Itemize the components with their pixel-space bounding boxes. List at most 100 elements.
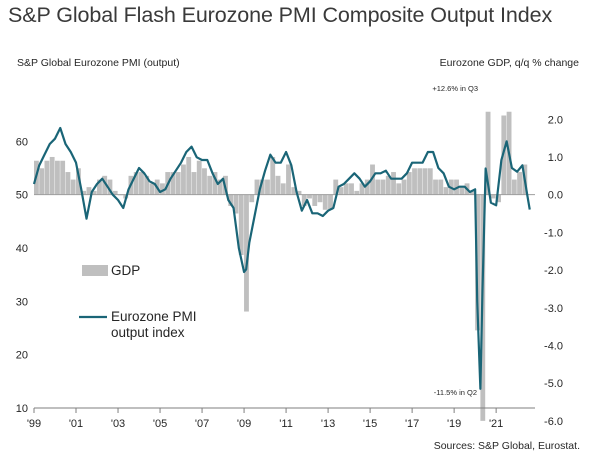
gdp-bar	[349, 183, 354, 195]
x-tick-label: '11	[279, 418, 293, 430]
gdp-bar	[359, 183, 365, 195]
gdp-bar	[181, 164, 186, 195]
gdp-bar	[139, 172, 144, 195]
gdp-bar	[39, 168, 45, 195]
gdp-bar	[49, 156, 55, 195]
right-tick-label: 2.0	[548, 114, 563, 126]
annotation-q3: +12.6% in Q3	[432, 84, 478, 93]
gdp-bar	[207, 175, 213, 195]
gdp-bar	[396, 183, 402, 195]
gdp-bar	[333, 179, 339, 195]
legend-pmi-label: Eurozone PMI	[111, 309, 197, 324]
gdp-bar	[249, 194, 255, 203]
gdp-bar	[107, 179, 113, 195]
gdp-bar	[391, 172, 396, 195]
gdp-bar	[175, 172, 181, 195]
gdp-bar	[86, 187, 92, 195]
gdp-bar	[511, 179, 517, 195]
x-tick-label: '19	[447, 418, 461, 430]
gdp-bar	[170, 172, 176, 195]
gdp-bar	[296, 190, 302, 195]
gdp-bar	[459, 187, 465, 195]
gdp-bar	[144, 175, 150, 195]
pmi-line	[32, 126, 531, 390]
gdp-bar	[81, 190, 87, 195]
gdp-bar	[76, 168, 81, 195]
gdp-bar	[322, 194, 328, 210]
gdp-bar	[433, 179, 438, 195]
left-tick-label: 20	[16, 350, 28, 362]
right-tick-label: -2.0	[544, 265, 563, 277]
left-axis-title: S&P Global Eurozone PMI (output)	[17, 57, 180, 69]
x-tick-label: '15	[363, 418, 377, 430]
right-tick-label: -1.0	[544, 227, 563, 239]
x-tick-label: '13	[321, 418, 335, 430]
right-axis-title: Eurozone GDP, q/q % change	[439, 57, 579, 69]
gdp-bar	[364, 179, 370, 195]
gdp-bar	[149, 183, 155, 195]
gdp-bar	[517, 172, 522, 195]
x-tick-label: '17	[405, 418, 419, 430]
right-tick-label: 1.0	[548, 152, 563, 164]
gdp-bar	[496, 194, 501, 203]
x-tick-label: '09	[237, 418, 251, 430]
gdp-bar	[133, 172, 139, 195]
source-note: Sources: S&P Global, Eurostat.	[433, 440, 580, 452]
gdp-bar	[328, 194, 333, 210]
gdp-bar	[186, 156, 192, 195]
right-tick-label: -4.0	[544, 341, 563, 353]
gdp-bar	[291, 187, 297, 195]
gdp-bar	[375, 179, 381, 195]
gdp-bar	[44, 160, 50, 195]
gdp-bar	[385, 175, 391, 195]
gdp-bar	[280, 183, 286, 195]
gdp-bar	[412, 168, 417, 195]
right-tick-label: -6.0	[544, 416, 563, 428]
gdp-bar	[60, 160, 66, 195]
gdp-bar	[301, 194, 307, 206]
right-tick-label: -3.0	[544, 303, 563, 315]
x-axis-ticks: '99 '01 '03 '05 '07 '09 '11 '13 '15 '17 '19 '21	[27, 408, 503, 430]
gdp-bar	[317, 194, 323, 203]
chart-title: S&P Global Flash Eurozone PMI Composite …	[8, 3, 553, 27]
legend-gdp-label: GDP	[111, 263, 140, 278]
annotation-q2: -11.5% in Q2	[434, 388, 477, 397]
gdp-bar	[259, 179, 265, 195]
gdp-bar	[160, 183, 165, 195]
legend-gdp-swatch	[82, 265, 108, 276]
gdp-bar	[55, 160, 60, 195]
x-tick-label: '07	[195, 418, 209, 430]
gdp-bar	[485, 111, 491, 195]
gdp-bar	[380, 179, 386, 195]
legend: GDP Eurozone PMI output index	[79, 263, 197, 340]
gdp-bar	[70, 179, 76, 195]
gdp-bar	[490, 194, 496, 199]
gdp-bar	[217, 179, 223, 195]
gdp-bar	[417, 168, 423, 195]
gdp-bar	[443, 187, 449, 195]
gdp-bar	[196, 160, 202, 195]
x-tick-label: '05	[153, 418, 167, 430]
left-tick-label: 40	[16, 243, 28, 255]
gdp-bar	[233, 194, 239, 214]
x-tick-label: '99	[27, 418, 41, 430]
gdp-bar	[286, 164, 291, 195]
gdp-bar	[102, 175, 108, 195]
left-axis-ticks: 10 20 30 40 50 60	[16, 136, 28, 415]
gdp-bar	[244, 194, 249, 312]
right-tick-label: -5.0	[544, 378, 563, 390]
legend-pmi-label-line2: output index	[111, 325, 185, 340]
gdp-bar	[91, 190, 97, 195]
gdp-bar	[422, 168, 428, 195]
left-tick-label: 10	[16, 403, 28, 415]
gdp-bar	[469, 190, 475, 195]
gdp-bar	[97, 179, 102, 195]
gdp-bar	[406, 172, 412, 195]
gdp-bar	[343, 183, 349, 195]
left-tick-label: 60	[16, 136, 28, 148]
gdp-bar	[427, 168, 433, 195]
gdp-bar	[401, 179, 407, 195]
gdp-bar	[254, 179, 260, 195]
right-tick-label: 0.0	[548, 190, 563, 202]
left-tick-label: 30	[16, 296, 28, 308]
